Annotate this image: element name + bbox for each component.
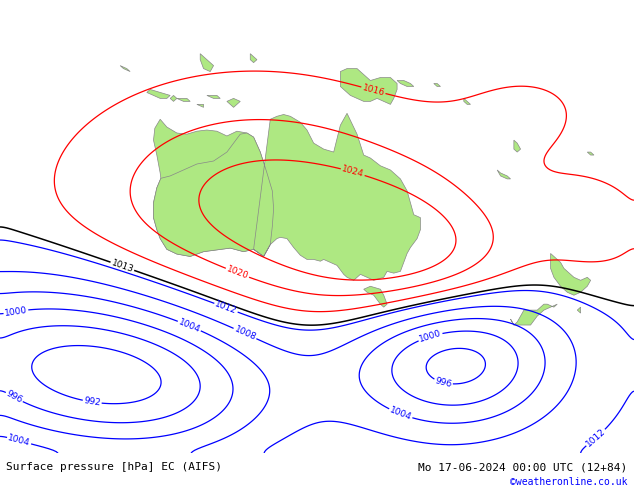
- Text: 1004: 1004: [7, 433, 31, 448]
- Text: 1024: 1024: [340, 165, 365, 179]
- Text: 996: 996: [4, 389, 24, 405]
- Polygon shape: [340, 69, 397, 104]
- Polygon shape: [197, 104, 204, 107]
- Polygon shape: [153, 119, 274, 256]
- Polygon shape: [364, 286, 387, 307]
- Text: 1008: 1008: [233, 325, 257, 343]
- Text: 1020: 1020: [225, 265, 250, 281]
- Polygon shape: [550, 253, 591, 295]
- Polygon shape: [153, 113, 420, 280]
- Polygon shape: [147, 90, 170, 98]
- Text: 1013: 1013: [110, 258, 134, 274]
- Polygon shape: [120, 66, 130, 72]
- Text: 1012: 1012: [585, 427, 607, 449]
- Polygon shape: [514, 140, 521, 152]
- Polygon shape: [227, 98, 240, 107]
- Text: 1012: 1012: [214, 299, 238, 316]
- Text: 996: 996: [434, 376, 453, 389]
- Polygon shape: [434, 83, 441, 86]
- Polygon shape: [578, 307, 581, 313]
- Polygon shape: [464, 98, 470, 104]
- Text: ©weatheronline.co.uk: ©weatheronline.co.uk: [510, 477, 628, 487]
- Text: Surface pressure [hPa] EC (AIFS): Surface pressure [hPa] EC (AIFS): [6, 462, 223, 472]
- Polygon shape: [200, 54, 214, 72]
- Text: 1016: 1016: [361, 83, 385, 98]
- Text: 1000: 1000: [4, 305, 28, 318]
- Polygon shape: [207, 96, 220, 98]
- Polygon shape: [250, 54, 257, 63]
- Text: Mo 17-06-2024 00:00 UTC (12+84): Mo 17-06-2024 00:00 UTC (12+84): [418, 462, 628, 472]
- Polygon shape: [397, 80, 414, 86]
- Polygon shape: [587, 152, 594, 155]
- Text: 1004: 1004: [177, 318, 202, 335]
- Polygon shape: [170, 96, 177, 101]
- Polygon shape: [177, 98, 190, 101]
- Polygon shape: [510, 304, 557, 325]
- Text: 1000: 1000: [418, 329, 443, 344]
- Text: 1004: 1004: [388, 406, 413, 422]
- Polygon shape: [497, 170, 510, 179]
- Text: 992: 992: [83, 396, 101, 408]
